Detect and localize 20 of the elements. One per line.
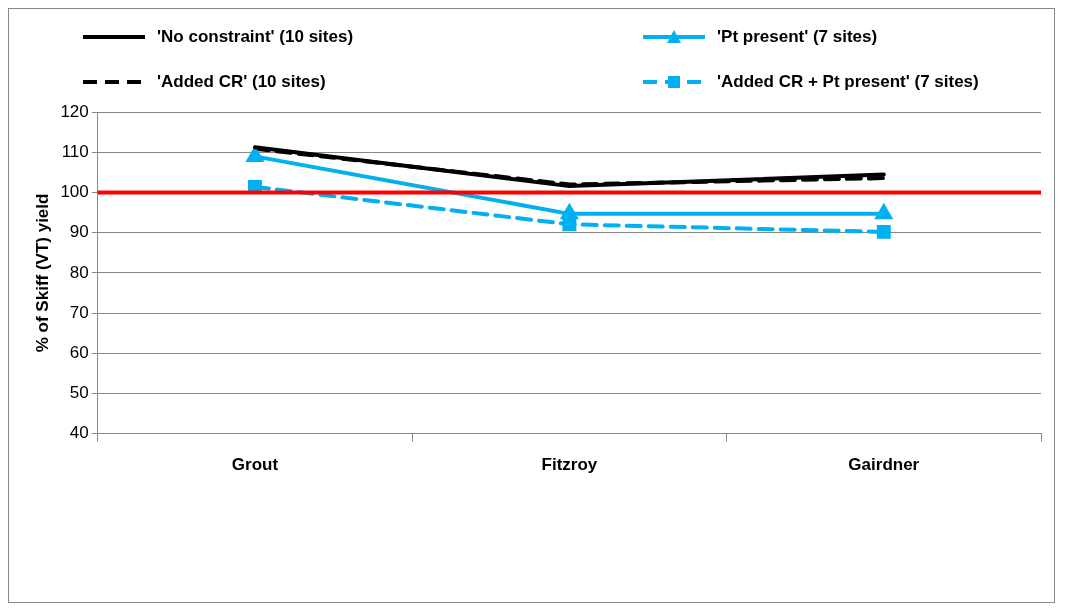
x-tick-label: Fitzroy	[541, 455, 598, 475]
y-tick-label: 120	[60, 101, 89, 121]
legend-label: 'Pt present' (7 sites)	[717, 26, 878, 47]
legend-label: 'Added CR' (10 sites)	[157, 71, 326, 92]
point	[246, 147, 264, 162]
y-tick-label: 90	[69, 222, 89, 242]
y-tick-label: 110	[61, 142, 89, 162]
y-tick-label: 100	[60, 182, 89, 202]
legend-label: 'Added CR + Pt present' (7 sites)	[717, 71, 979, 92]
x-tick-label: Grout	[231, 455, 279, 475]
point	[562, 217, 577, 232]
y-tick-label: 60	[69, 342, 89, 362]
y-tick-label: 70	[69, 302, 89, 322]
y-tick-label: 50	[69, 383, 89, 403]
x-tick-label: Gairdner	[848, 455, 920, 475]
y-axis-title: % of Skiff (VT) yield	[32, 193, 52, 353]
legend-label: 'No constraint' (10 sites)	[157, 26, 354, 47]
point	[876, 224, 891, 239]
y-tick-label: 80	[69, 262, 89, 282]
y-tick-label: 40	[69, 423, 89, 443]
